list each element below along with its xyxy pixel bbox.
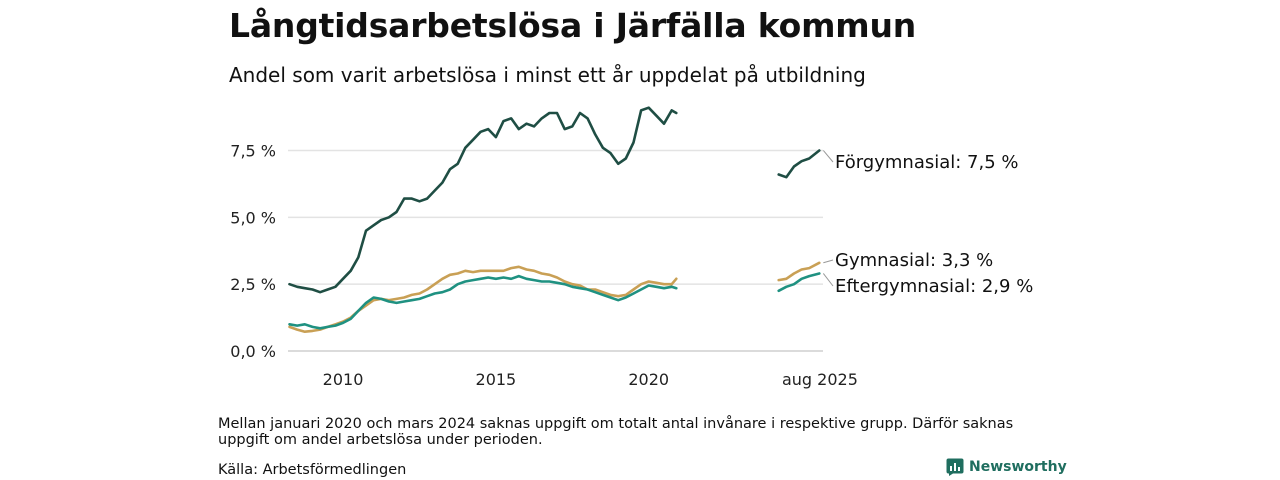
series-lines xyxy=(288,106,821,333)
y-axis-labels: 0,0 % 2,5 % 5,0 % 7,5 % xyxy=(230,141,276,361)
chart-subtitle: Andel som varit arbetslösa i minst ett å… xyxy=(229,63,866,87)
gridlines xyxy=(288,149,823,352)
newsworthy-icon xyxy=(946,458,964,476)
source-text: Källa: Arbetsförmedlingen xyxy=(218,462,407,478)
y-tick-label: 5,0 % xyxy=(230,208,276,227)
series-line xyxy=(288,274,678,330)
leader-line xyxy=(822,150,834,163)
footnote: Mellan januari 2020 och mars 2024 saknas… xyxy=(218,416,1014,448)
y-tick-label: 0,0 % xyxy=(230,342,276,361)
series-end-label: Gymnasial: 3,3 % xyxy=(835,250,993,271)
brand-name: Newsworthy xyxy=(969,459,1067,475)
leader-line xyxy=(822,273,834,287)
series-line xyxy=(777,272,821,293)
x-tick-label: 2020 xyxy=(628,370,669,389)
newsworthy-logo: Newsworthy xyxy=(946,458,1067,476)
y-tick-label: 2,5 % xyxy=(230,275,276,294)
series-line xyxy=(777,261,821,282)
x-axis-labels: 2010 2015 2020 aug 2025 xyxy=(323,370,858,389)
leader-line xyxy=(823,259,834,264)
x-tick-label: 2015 xyxy=(476,370,517,389)
x-tick-label: 2010 xyxy=(323,370,364,389)
line-chart: 0,0 % 2,5 % 5,0 % 7,5 % 2010 2015 2020 aug 202… xyxy=(230,106,1033,389)
series-end-labels: Förgymnasial: 7,5 % Gymnasial: 3,3 % Efter… xyxy=(822,150,1033,297)
x-tick-label: aug 2025 xyxy=(782,370,858,389)
series-line xyxy=(288,106,678,294)
series-line xyxy=(777,149,821,179)
chart-title: Långtidsarbetslösa i Järfälla kommun xyxy=(229,6,917,45)
series-end-label: Eftergymnasial: 2,9 % xyxy=(835,276,1033,297)
y-tick-label: 7,5 % xyxy=(230,141,276,160)
series-end-label: Förgymnasial: 7,5 % xyxy=(835,152,1019,173)
